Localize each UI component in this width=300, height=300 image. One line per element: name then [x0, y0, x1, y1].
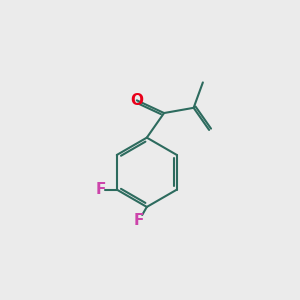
Text: F: F [95, 182, 106, 197]
Text: F: F [134, 213, 144, 228]
Text: O: O [130, 93, 143, 108]
